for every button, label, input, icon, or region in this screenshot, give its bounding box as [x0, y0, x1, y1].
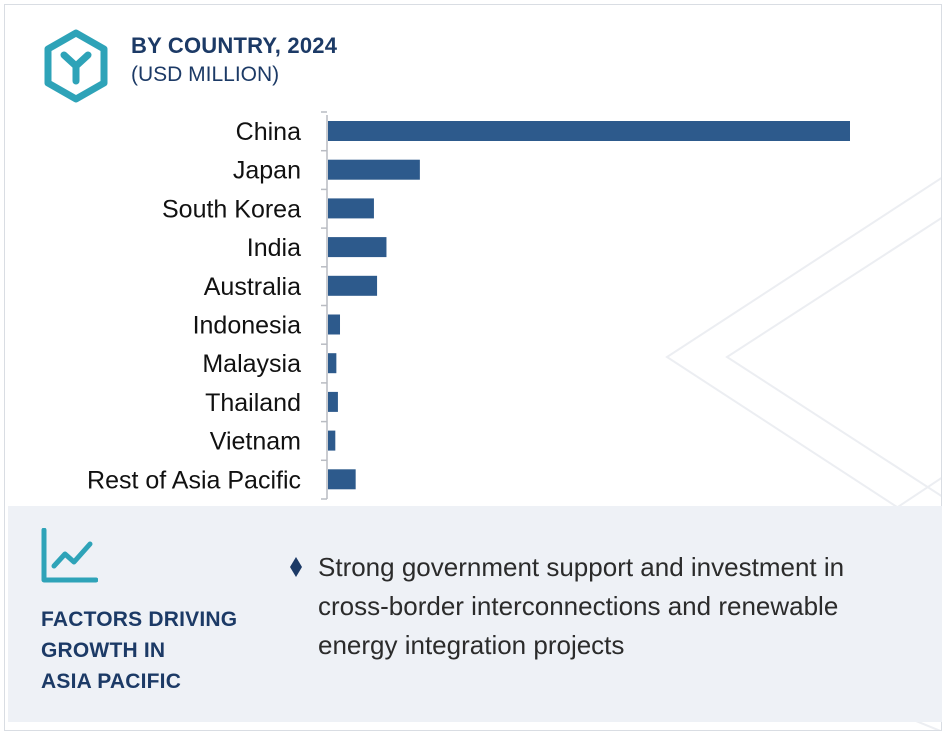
category-label: Vietnam	[210, 428, 301, 456]
bar-japan	[328, 159, 420, 180]
bar-malaysia	[328, 353, 337, 374]
bar-india	[328, 237, 387, 258]
factor-bullet-text: Strong government support and investment…	[318, 552, 845, 660]
category-label: Thailand	[205, 389, 301, 417]
trend-chart-icon	[41, 528, 98, 583]
factors-title: FACTORS DRIVING GROWTH IN ASIA PACIFIC	[41, 604, 271, 697]
category-label: Australia	[204, 273, 301, 301]
factors-title-line: ASIA PACIFIC	[41, 670, 182, 693]
category-label: Malaysia	[202, 350, 301, 378]
category-label: India	[247, 234, 301, 262]
category-label: Japan	[233, 157, 301, 185]
chart-subtitle: (USD MILLION)	[131, 63, 280, 86]
category-label: South Korea	[162, 195, 301, 223]
bar-rest-of-asia-pacific	[328, 469, 356, 490]
category-label: Indonesia	[193, 312, 302, 340]
factors-title-line: FACTORS DRIVING	[41, 608, 238, 631]
bar-vietnam	[328, 430, 336, 451]
bar-chart: China Japan South Korea India Australia Indon…	[87, 111, 850, 500]
bar-australia	[328, 275, 378, 296]
chart-title: BY COUNTRY, 2024	[131, 33, 338, 58]
bar-south-korea	[328, 198, 374, 219]
hexagon-y-logo-icon	[44, 29, 108, 103]
factors-title-line: GROWTH IN	[41, 639, 166, 662]
category-label: China	[236, 118, 301, 146]
bar-thailand	[328, 391, 338, 412]
diamond-bullet-icon	[290, 557, 302, 577]
bar-china	[328, 121, 850, 141]
category-label: Rest of Asia Pacific	[87, 466, 301, 494]
bar-indonesia	[328, 314, 341, 335]
factors-panel: FACTORS DRIVING GROWTH IN ASIA PACIFIC S…	[8, 506, 942, 722]
